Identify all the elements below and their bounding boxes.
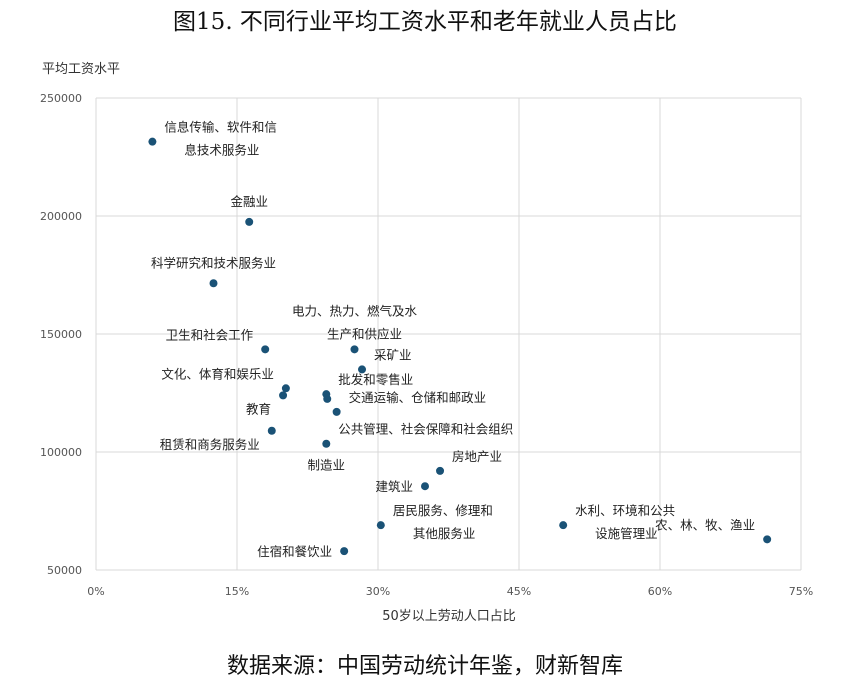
scatter-point — [281, 384, 290, 393]
scatter-point — [559, 521, 568, 530]
point-label: 采矿业 — [374, 347, 412, 362]
scatter-point — [340, 547, 349, 556]
scatter-point — [261, 345, 270, 354]
y-tick-label: 100000 — [40, 446, 82, 459]
scatter-point — [245, 217, 254, 226]
point-label: 金融业 — [230, 194, 268, 209]
scatter-point — [350, 345, 359, 354]
scatter-point — [279, 391, 288, 400]
point-label: 信息传输、软件和信 — [164, 120, 277, 135]
scatter-point — [332, 407, 341, 416]
point-label: 房地产业 — [452, 449, 502, 464]
point-label: 农、林、牧、渔业 — [655, 517, 755, 532]
point-label: 息技术服务业 — [184, 143, 259, 158]
x-axis-label: 50岁以上劳动人口占比 — [382, 608, 516, 624]
point-label: 卫生和社会工作 — [166, 327, 254, 342]
scatter-point — [323, 394, 332, 403]
x-tick-label: 30% — [366, 585, 390, 598]
point-label: 建筑业 — [375, 479, 413, 494]
point-label: 制造业 — [308, 458, 346, 473]
scatter-point — [421, 482, 429, 491]
y-tick-label: 150000 — [40, 328, 82, 341]
point-label: 其他服务业 — [413, 526, 476, 541]
y-tick-label: 50000 — [47, 564, 82, 577]
scatter-point — [763, 535, 772, 544]
point-label: 批发和零售业 — [338, 372, 413, 387]
y-axis-label: 平均工资水平 — [42, 62, 120, 77]
scatter-point — [322, 439, 331, 448]
point-label: 住宿和餐饮业 — [257, 544, 332, 559]
point-label: 居民服务、修理和 — [393, 503, 493, 518]
x-tick-label: 45% — [507, 585, 531, 598]
scatter-point — [148, 137, 157, 146]
point-label: 科学研究和技术服务业 — [151, 255, 276, 270]
x-tick-label: 0% — [87, 585, 104, 598]
point-label: 公共管理、社会保障和社会组织 — [338, 422, 513, 437]
y-tick-label: 200000 — [40, 210, 82, 223]
point-label: 电力、热力、燃气及水 — [292, 303, 418, 318]
scatter-point — [376, 521, 385, 530]
x-tick-label: 60% — [648, 585, 672, 598]
data-points — [148, 137, 772, 556]
point-label: 租赁和商务服务业 — [160, 437, 260, 452]
point-label: 设施管理业 — [595, 526, 658, 541]
scatter-point — [436, 466, 445, 475]
x-tick-label: 15% — [225, 585, 249, 598]
point-label: 教育 — [246, 401, 271, 416]
scatter-point — [267, 426, 276, 435]
scatter-point — [358, 365, 367, 374]
chart-title: 图15. 不同行业平均工资水平和老年就业人员占比 — [173, 9, 677, 35]
point-label: 水利、环境和公共 — [575, 503, 675, 518]
grid-lines — [95, 97, 802, 571]
y-tick-label: 250000 — [40, 92, 82, 105]
point-label: 生产和供应业 — [327, 326, 402, 341]
x-tick-label: 75% — [789, 585, 813, 598]
axis-ticks: 50000 100000 150000 200000 250000 0% 15% 30% 45%… — [40, 92, 813, 598]
point-label: 交通运输、仓储和邮政业 — [349, 390, 487, 405]
point-labels: 信息传输、软件和信息技术服务业金融业科学研究和技术服务业电力、热力、燃气及水生产… — [151, 120, 755, 559]
scatter-point — [209, 279, 218, 288]
point-label: 文化、体育和娱乐业 — [161, 366, 274, 381]
source-note: 数据来源：中国劳动统计年鉴，财新智库 — [226, 654, 623, 679]
